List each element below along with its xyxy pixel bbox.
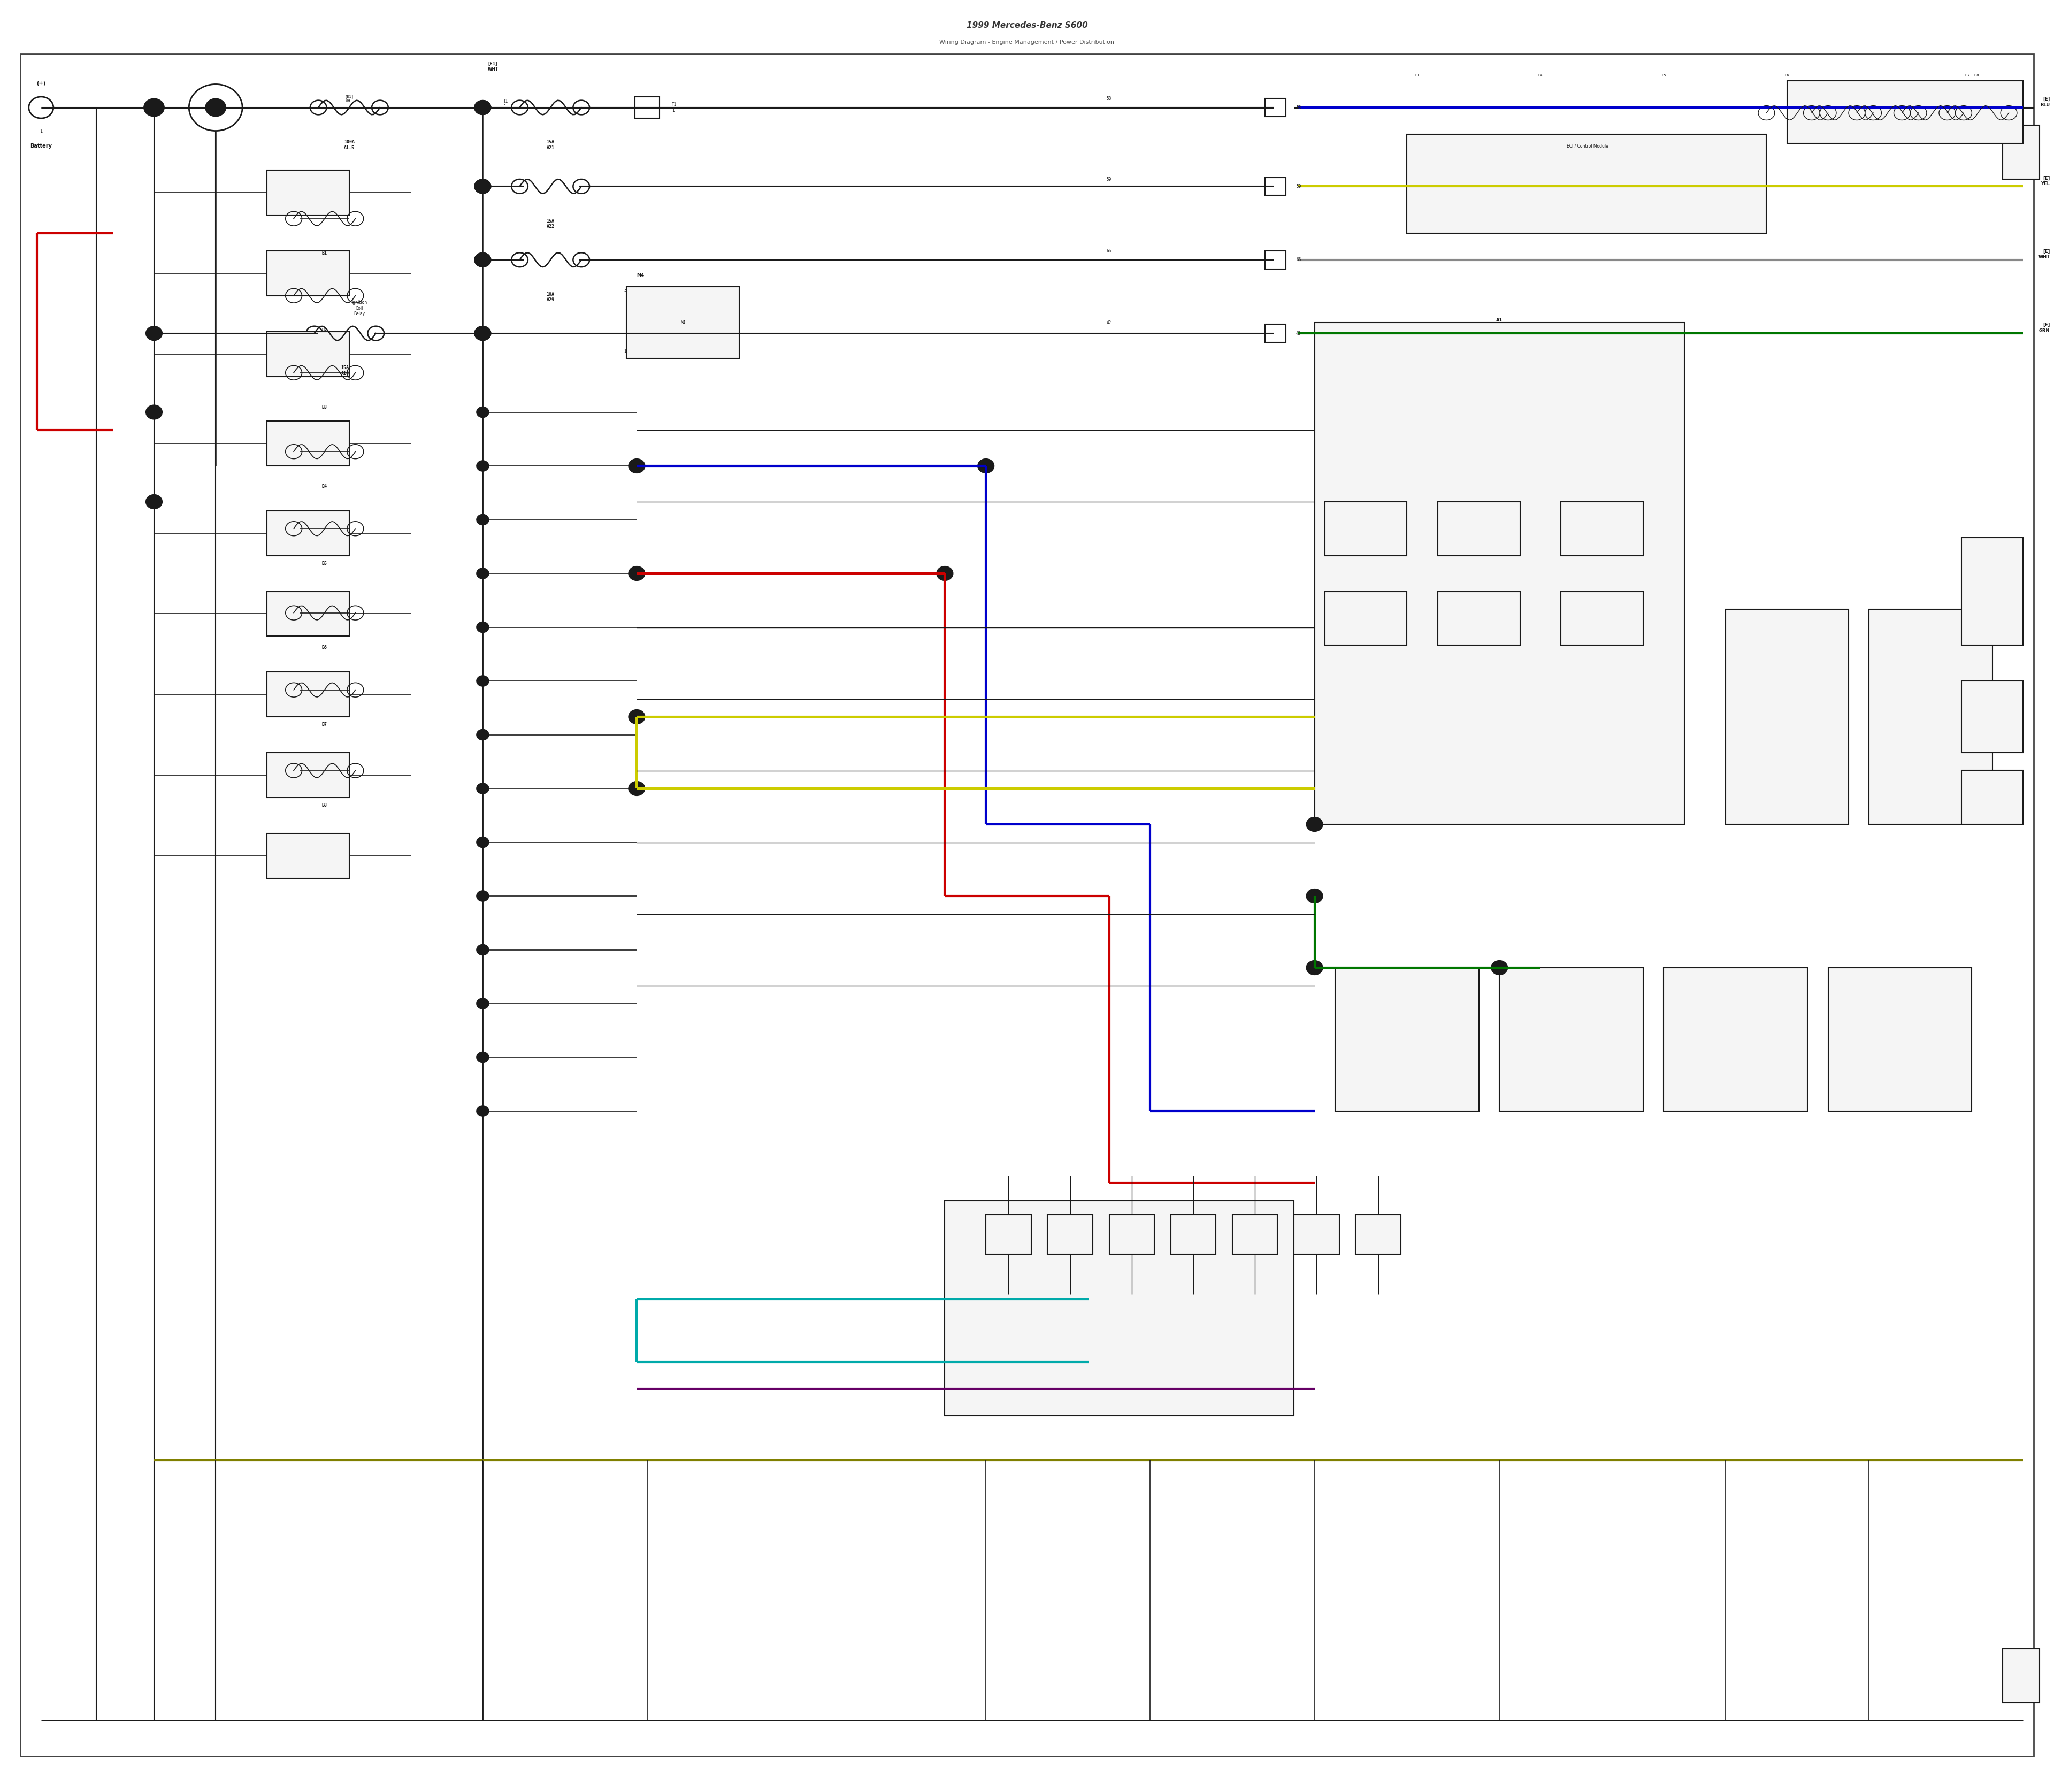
Bar	[1265, 177, 1286, 195]
Bar	[1109, 1215, 1154, 1254]
Circle shape	[477, 622, 489, 633]
Text: [E]
BLU: [E] BLU	[2040, 97, 2050, 108]
Bar	[267, 672, 349, 717]
Bar	[1438, 591, 1520, 645]
Bar	[2003, 1649, 2040, 1702]
Text: [E1]
WHT: [E1] WHT	[345, 95, 353, 102]
Text: B4: B4	[322, 484, 327, 489]
Text: 100A
A1-5: 100A A1-5	[343, 140, 355, 151]
Text: Ignition
Coil
Relay: Ignition Coil Relay	[351, 301, 368, 315]
Circle shape	[477, 783, 489, 794]
Circle shape	[144, 99, 164, 116]
Bar	[1407, 134, 1766, 233]
Bar	[1325, 502, 1407, 556]
Text: B8: B8	[322, 803, 327, 808]
Bar	[2003, 125, 2040, 179]
Bar	[267, 833, 349, 878]
Text: [E]
WHT: [E] WHT	[2038, 249, 2050, 260]
Text: Battery: Battery	[31, 143, 51, 149]
Circle shape	[477, 461, 489, 471]
Text: B1: B1	[322, 251, 327, 256]
Circle shape	[477, 568, 489, 579]
Text: B4: B4	[1538, 73, 1543, 77]
Bar	[1962, 771, 2023, 824]
Bar	[1325, 591, 1407, 645]
Text: (+): (+)	[37, 81, 45, 86]
Circle shape	[477, 676, 489, 686]
Circle shape	[477, 998, 489, 1009]
Text: 3: 3	[624, 289, 626, 292]
Circle shape	[477, 514, 489, 525]
Text: B6: B6	[1785, 73, 1789, 77]
Text: B5: B5	[1662, 73, 1666, 77]
Circle shape	[1306, 889, 1323, 903]
Circle shape	[629, 710, 645, 724]
Circle shape	[629, 459, 645, 473]
Bar	[1869, 609, 1992, 824]
Text: 15A
A21: 15A A21	[546, 140, 555, 151]
Circle shape	[477, 837, 489, 848]
Text: 66: 66	[1107, 249, 1111, 253]
Text: B1: B1	[1415, 73, 1419, 77]
Bar	[1561, 591, 1643, 645]
Text: 15A
A22: 15A A22	[546, 219, 555, 229]
Circle shape	[474, 326, 491, 340]
Bar	[1171, 1215, 1216, 1254]
Bar	[1962, 538, 2023, 645]
Circle shape	[146, 405, 162, 419]
Bar	[1828, 968, 1972, 1111]
Bar	[1265, 251, 1286, 269]
Bar	[945, 1201, 1294, 1416]
Circle shape	[629, 781, 645, 796]
Bar	[1265, 99, 1286, 116]
Text: B6: B6	[322, 645, 327, 650]
Text: Wiring Diagram - Engine Management / Power Distribution: Wiring Diagram - Engine Management / Pow…	[939, 39, 1115, 45]
Text: 58: 58	[1107, 97, 1111, 100]
Circle shape	[629, 566, 645, 581]
Text: 42: 42	[1107, 321, 1111, 324]
Text: 42: 42	[1296, 332, 1300, 335]
Bar	[267, 170, 349, 215]
Bar	[1725, 609, 1849, 824]
Bar	[635, 97, 659, 118]
Circle shape	[1306, 961, 1323, 975]
Circle shape	[474, 179, 491, 194]
Text: 1: 1	[624, 349, 626, 353]
Bar	[267, 511, 349, 556]
Circle shape	[937, 566, 953, 581]
Text: B3: B3	[322, 405, 327, 410]
Bar	[1335, 968, 1479, 1111]
Circle shape	[477, 1052, 489, 1063]
Text: A1: A1	[1495, 317, 1504, 323]
Circle shape	[474, 253, 491, 267]
Bar	[1048, 1215, 1093, 1254]
Text: [E1]
WHT: [E1] WHT	[487, 61, 499, 72]
Circle shape	[474, 253, 491, 267]
Bar	[1664, 968, 1808, 1111]
Circle shape	[477, 891, 489, 901]
Circle shape	[205, 99, 226, 116]
Text: 1999 Mercedes-Benz S600: 1999 Mercedes-Benz S600	[965, 22, 1089, 29]
Bar	[267, 591, 349, 636]
Text: [E]
GRN: [E] GRN	[2040, 323, 2050, 333]
Circle shape	[474, 326, 491, 340]
Bar	[267, 332, 349, 376]
Bar	[1438, 502, 1520, 556]
Bar	[267, 251, 349, 296]
Text: B5: B5	[322, 561, 327, 566]
Text: 66: 66	[1296, 258, 1300, 262]
Text: T1
1: T1 1	[672, 102, 676, 113]
Bar	[1962, 681, 2023, 753]
Text: B2: B2	[322, 328, 327, 333]
Text: 58: 58	[1296, 106, 1300, 109]
Bar	[1315, 323, 1684, 824]
Text: 10A
A29: 10A A29	[546, 292, 555, 303]
Circle shape	[477, 407, 489, 418]
Circle shape	[978, 459, 994, 473]
Text: 59: 59	[1107, 177, 1111, 181]
Text: T1
1: T1 1	[503, 99, 507, 109]
Bar	[626, 287, 739, 358]
Text: B7  B8: B7 B8	[1966, 73, 1978, 77]
Text: 1: 1	[39, 129, 43, 134]
Circle shape	[146, 495, 162, 509]
